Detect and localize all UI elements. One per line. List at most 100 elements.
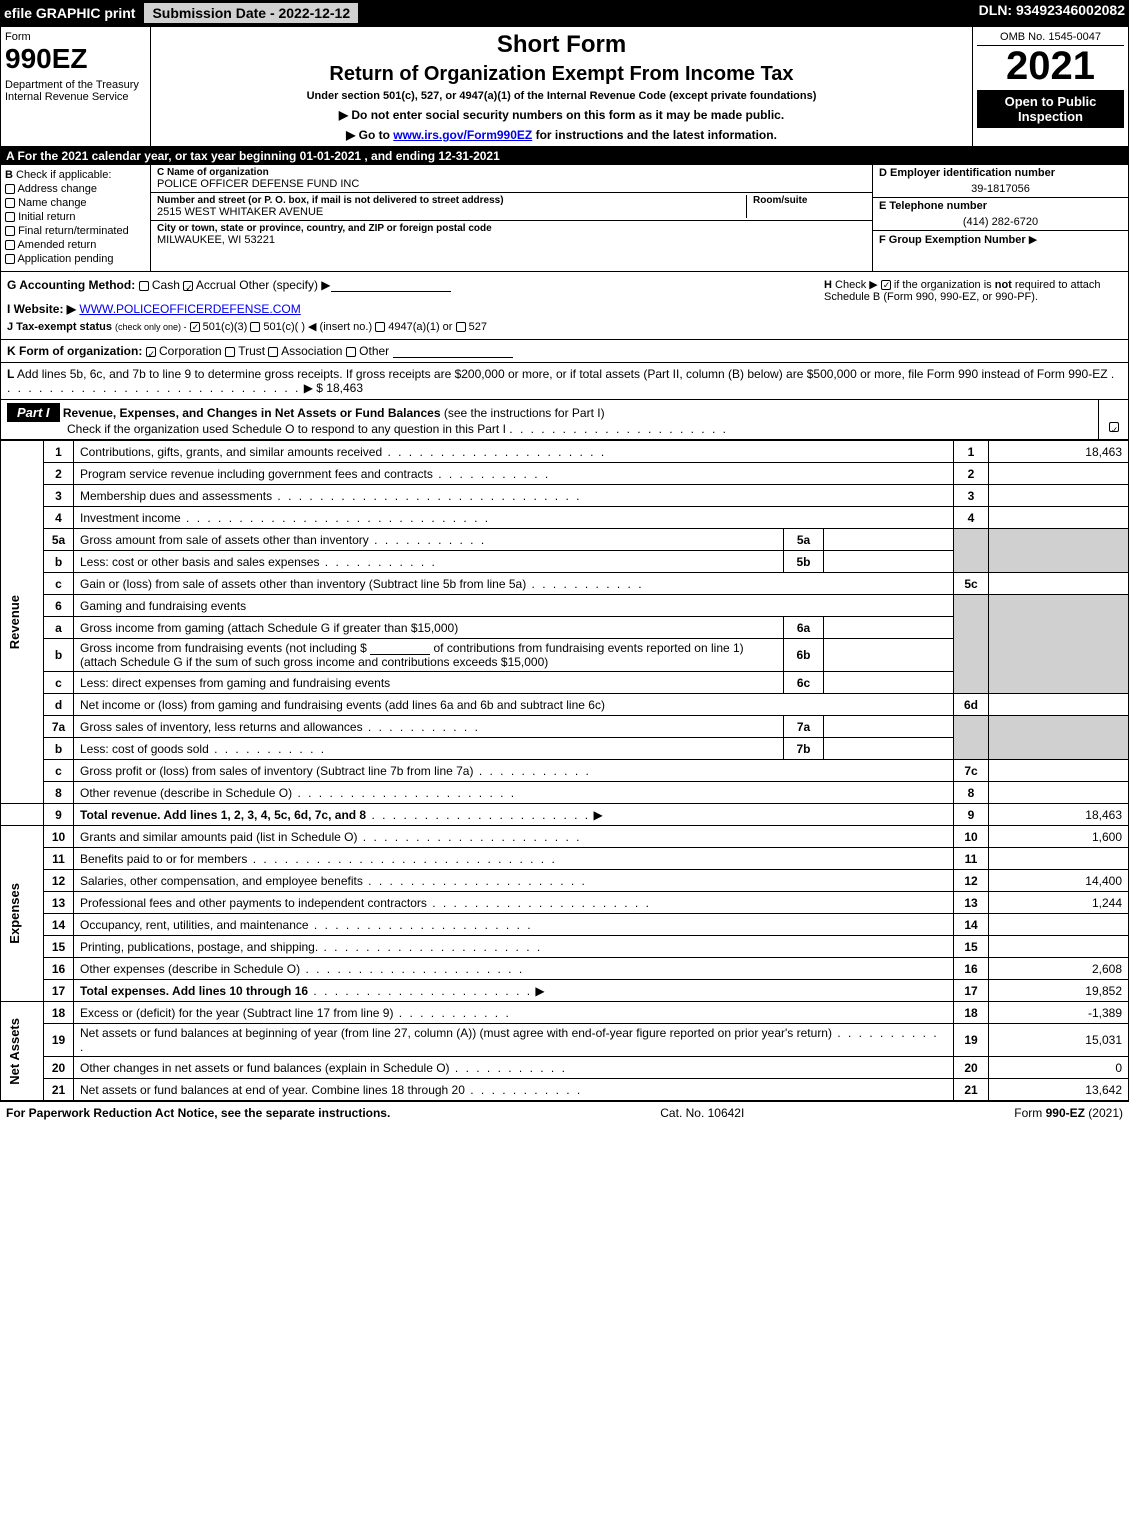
- r7b-sv: [824, 738, 954, 760]
- cb-assoc[interactable]: [268, 347, 278, 357]
- r16-desc: Other expenses (describe in Schedule O): [80, 962, 300, 976]
- r13-num: 13: [44, 892, 74, 914]
- r13-rnum: 13: [954, 892, 989, 914]
- b-check-label: Check if applicable:: [16, 169, 111, 181]
- r17-desc: Total expenses. Add lines 10 through 16: [80, 984, 308, 998]
- cb-name-change[interactable]: [5, 198, 15, 208]
- r6b-num: b: [44, 639, 74, 672]
- other-org-field[interactable]: [393, 344, 513, 358]
- lbl-address-change: Address change: [17, 183, 97, 195]
- efile-link[interactable]: efile GRAPHIC print: [4, 5, 135, 21]
- department-text: Department of the Treasury Internal Reve…: [5, 79, 146, 103]
- r19-num: 19: [44, 1024, 74, 1057]
- dots-icon: [272, 489, 581, 503]
- row-6d: d Net income or (loss) from gaming and f…: [1, 694, 1129, 716]
- h-not: not: [995, 279, 1012, 291]
- cb-other-org[interactable]: [346, 347, 356, 357]
- cb-501c3[interactable]: [190, 322, 200, 332]
- cb-address-change[interactable]: [5, 184, 15, 194]
- shaded-cell: [954, 529, 989, 573]
- cb-initial-return[interactable]: [5, 212, 15, 222]
- cb-527[interactable]: [456, 322, 466, 332]
- website-link[interactable]: WWW.POLICEOFFICERDEFENSE.COM: [79, 302, 300, 316]
- dots-icon: [357, 830, 581, 844]
- lines-table: Revenue 1 Contributions, gifts, grants, …: [0, 440, 1129, 1101]
- radio-cash[interactable]: [139, 281, 149, 291]
- cb-final-return[interactable]: [5, 226, 15, 236]
- footer-left: For Paperwork Reduction Act Notice, see …: [6, 1106, 390, 1120]
- r6b-field[interactable]: [370, 641, 430, 655]
- r5a-sn: 5a: [784, 529, 824, 551]
- header-right: OMB No. 1545-0047 2021 Open to Public In…: [973, 27, 1128, 146]
- r21-rnum: 21: [954, 1079, 989, 1101]
- r5a-desc: Gross amount from sale of assets other t…: [80, 533, 369, 547]
- r21-desc: Net assets or fund balances at end of ye…: [80, 1083, 465, 1097]
- r18-num: 18: [44, 1002, 74, 1024]
- row-21: 21 Net assets or fund balances at end of…: [1, 1079, 1129, 1101]
- r1-rnum: 1: [954, 441, 989, 463]
- r20-desc: Other changes in net assets or fund bala…: [80, 1061, 450, 1075]
- r11-rnum: 11: [954, 848, 989, 870]
- dots-icon: [465, 1083, 582, 1097]
- r5b-num: b: [44, 551, 74, 573]
- g-label: G Accounting Method:: [7, 278, 135, 292]
- line-a: A For the 2021 calendar year, or tax yea…: [0, 147, 1129, 165]
- r10-rnum: 10: [954, 826, 989, 848]
- radio-accrual[interactable]: [183, 281, 193, 291]
- r15-desc: Printing, publications, postage, and shi…: [80, 940, 318, 954]
- l-text: Add lines 5b, 6c, and 7b to line 9 to de…: [17, 367, 1108, 381]
- form-header: Form 990EZ Department of the Treasury In…: [0, 26, 1129, 147]
- cb-part1-schedo[interactable]: [1109, 422, 1119, 432]
- r6b-sv: [824, 639, 954, 672]
- r5c-amt: [989, 573, 1129, 595]
- r7c-num: c: [44, 760, 74, 782]
- j-sub: (check only one) -: [115, 322, 187, 332]
- cb-h[interactable]: [881, 280, 891, 290]
- row-15: 15 Printing, publications, postage, and …: [1, 936, 1129, 958]
- cb-corp[interactable]: [146, 347, 156, 357]
- r12-rnum: 12: [954, 870, 989, 892]
- r7b-desc: Less: cost of goods sold: [80, 742, 209, 756]
- cb-app-pending[interactable]: [5, 254, 15, 264]
- irs-link[interactable]: www.irs.gov/Form990EZ: [393, 128, 532, 142]
- dots-icon: [433, 467, 550, 481]
- r8-amt: [989, 782, 1129, 804]
- r5a-num: 5a: [44, 529, 74, 551]
- c-city-label: City or town, state or province, country…: [157, 223, 866, 234]
- r6d-amt: [989, 694, 1129, 716]
- cb-4947[interactable]: [375, 322, 385, 332]
- row-2: 2 Program service revenue including gove…: [1, 463, 1129, 485]
- line-l: L Add lines 5b, 6c, and 7b to line 9 to …: [0, 363, 1129, 400]
- r6-desc: Gaming and fundraising events: [74, 595, 954, 617]
- r15-rnum: 15: [954, 936, 989, 958]
- r6a-sn: 6a: [784, 617, 824, 639]
- part1-label: Part I: [7, 403, 60, 422]
- row-19: 19 Net assets or fund balances at beginn…: [1, 1024, 1129, 1057]
- other-specify-field[interactable]: [331, 278, 451, 292]
- dots-icon: [369, 533, 486, 547]
- r11-num: 11: [44, 848, 74, 870]
- r4-desc: Investment income: [80, 511, 181, 525]
- r3-amt: [989, 485, 1129, 507]
- r6d-rnum: 6d: [954, 694, 989, 716]
- cb-501c[interactable]: [250, 322, 260, 332]
- cb-trust[interactable]: [225, 347, 235, 357]
- r3-desc: Membership dues and assessments: [80, 489, 272, 503]
- column-b: B Check if applicable: Address change Na…: [1, 165, 151, 271]
- dots-icon: [393, 1006, 510, 1020]
- r9-rnum: 9: [954, 804, 989, 826]
- cb-amended[interactable]: [5, 240, 15, 250]
- instruction-1: ▶ Do not enter social security numbers o…: [159, 108, 964, 122]
- r6b-sn: 6b: [784, 639, 824, 672]
- dots-icon: [247, 852, 556, 866]
- submission-date-button[interactable]: Submission Date - 2022-12-12: [143, 2, 359, 24]
- shaded-cell: [989, 595, 1129, 694]
- section-ghij: G Accounting Method: Cash Accrual Other …: [0, 272, 1129, 340]
- r18-amt: -1,389: [989, 1002, 1129, 1024]
- lbl-501c: 501(c)( ) ◀ (insert no.): [263, 321, 372, 333]
- r7c-rnum: 7c: [954, 760, 989, 782]
- c-name-label: C Name of organization: [157, 167, 866, 178]
- r19-desc: Net assets or fund balances at beginning…: [80, 1026, 832, 1040]
- section-bc: B Check if applicable: Address change Na…: [0, 165, 1129, 272]
- shaded-cell: [989, 529, 1129, 573]
